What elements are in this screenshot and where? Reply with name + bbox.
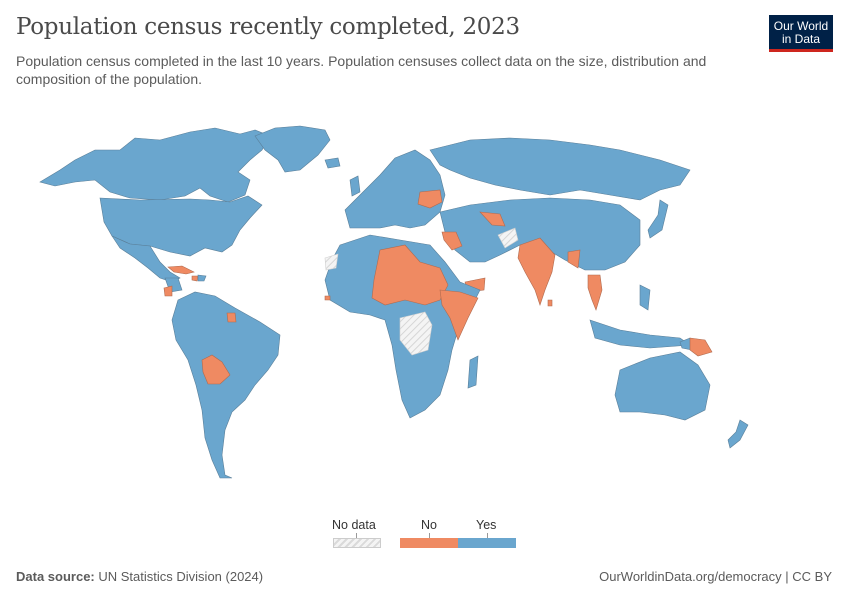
australia [614,351,711,421]
iceland [324,157,341,169]
source-label: Data source: [16,569,95,584]
guinea-bissau [324,295,331,301]
greenland [254,125,331,173]
horn-africa [439,289,479,341]
syria-iraq [441,231,463,251]
bangladesh-myanmar [567,249,581,269]
north-america [39,125,331,297]
logo-line-2: in Data [781,32,821,46]
asia [429,137,691,349]
russia [429,137,691,201]
dr-congo [399,311,433,356]
sahel-belt [371,244,449,306]
world-map[interactable] [0,110,850,510]
haiti [191,275,199,282]
afghanistan [497,227,519,249]
africa [324,234,481,419]
legend-no-label: No [421,518,437,532]
madagascar [467,355,479,389]
dominican-rep [197,274,207,282]
japan [647,199,669,239]
cuba [167,265,195,275]
new-zealand [727,419,749,449]
legend-tick [487,533,488,538]
uk [349,175,361,197]
footer-link[interactable]: OurWorldinData.org/democracy | CC BY [599,569,832,584]
legend-no-data-swatch[interactable] [333,538,381,548]
data-source: Data source: UN Statistics Division (202… [16,569,263,584]
thailand [587,274,603,311]
legend-no-data-label: No data [332,518,376,532]
bolivia [201,354,231,385]
map-legend: No data No Yes [330,518,530,550]
uzbekistan [479,211,506,227]
logo-line-1: Our World [773,19,829,33]
europe [324,149,446,229]
owid-logo[interactable]: Our World in Data [769,15,833,52]
legend-tick [356,533,357,538]
south-america-main [171,291,281,479]
sri-lanka [547,299,553,307]
chart-title: Population census recently completed, 20… [16,14,520,40]
legend-no-swatch[interactable] [400,538,458,548]
legend-tick [429,533,430,538]
india [517,237,556,306]
oceania [614,337,749,449]
source-value[interactable]: UN Statistics Division (2024) [98,569,264,584]
western-sahara [324,253,339,271]
suriname [226,312,237,323]
chart-subtitle: Population census completed in the last … [16,53,707,87]
europe-main [344,149,446,229]
legend-yes-label: Yes [476,518,497,532]
philippines [639,284,651,311]
nicaragua [163,285,173,297]
ukraine [417,189,443,209]
indonesia [589,319,691,349]
south-america [171,291,281,479]
legend-yes-swatch[interactable] [458,538,516,548]
alaska-canada [39,127,271,203]
papua-new-guinea [689,337,713,357]
